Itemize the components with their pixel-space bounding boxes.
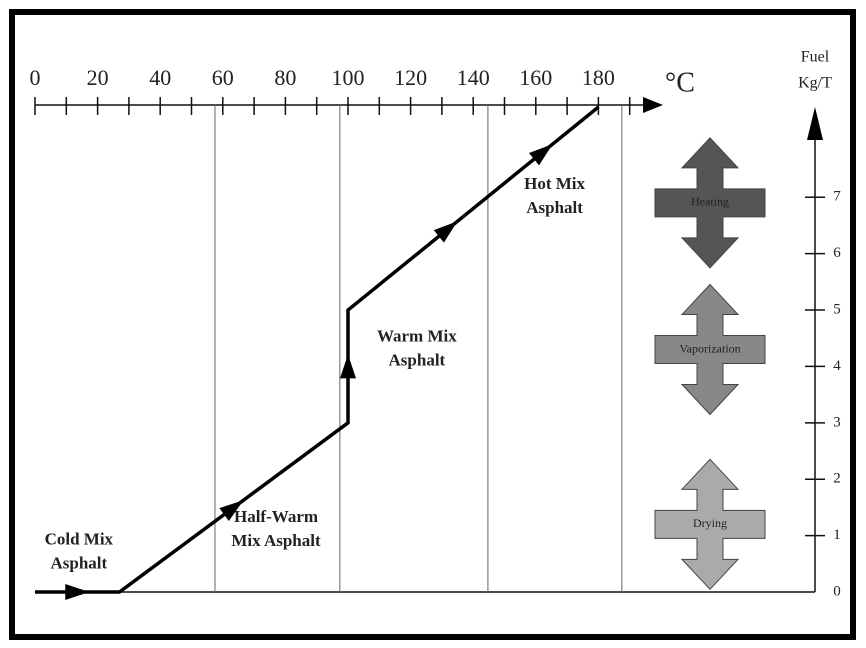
process-label: Heating bbox=[691, 195, 729, 209]
y-tick-label: 6 bbox=[833, 245, 841, 261]
y-tick-label: 0 bbox=[833, 583, 841, 599]
process-arrow bbox=[654, 137, 766, 269]
y-tick-label: 3 bbox=[833, 414, 841, 430]
region-label: Asphalt bbox=[526, 198, 583, 217]
y-tick-label: 4 bbox=[833, 358, 841, 374]
region-label: Hot Mix bbox=[524, 174, 585, 193]
direction-arrow bbox=[528, 144, 553, 166]
y-tick-label: 7 bbox=[833, 189, 841, 205]
y-tick-label: 1 bbox=[833, 527, 841, 543]
x-tick-label: 100 bbox=[332, 65, 365, 90]
y-axis-label: Fuel bbox=[801, 49, 830, 66]
x-axis-label: °C bbox=[665, 67, 695, 98]
process-arrow bbox=[654, 458, 766, 591]
frame bbox=[9, 9, 856, 640]
direction-arrow bbox=[340, 354, 356, 379]
x-tick-label: 160 bbox=[519, 65, 552, 90]
y-tick-label: 2 bbox=[833, 471, 841, 487]
direction-arrow bbox=[65, 584, 90, 600]
process-label: Vaporization bbox=[679, 341, 740, 355]
region-label: Cold Mix bbox=[45, 529, 114, 548]
x-tick-label: 20 bbox=[87, 65, 109, 90]
direction-arrow bbox=[433, 221, 458, 243]
region-label: Half-Warm bbox=[234, 507, 318, 526]
process-label: Drying bbox=[693, 516, 727, 530]
x-tick-label: 0 bbox=[30, 65, 41, 90]
y-axis-arrow bbox=[807, 107, 823, 140]
region-label: Asphalt bbox=[50, 553, 107, 572]
region-label: Mix Asphalt bbox=[231, 531, 321, 550]
x-tick-label: 60 bbox=[212, 65, 234, 90]
x-axis-arrow bbox=[643, 97, 663, 113]
x-tick-label: 180 bbox=[582, 65, 615, 90]
x-tick-label: 40 bbox=[149, 65, 171, 90]
x-tick-label: 80 bbox=[274, 65, 296, 90]
region-label: Asphalt bbox=[389, 350, 446, 369]
x-tick-label: 140 bbox=[457, 65, 490, 90]
x-tick-label: 120 bbox=[394, 65, 427, 90]
line bbox=[35, 105, 600, 594]
process-arrow bbox=[654, 283, 766, 416]
y-axis-label: Kg/T bbox=[798, 75, 832, 92]
region-label: Warm Mix bbox=[377, 326, 457, 345]
direction-arrow bbox=[219, 500, 244, 521]
y-tick-label: 5 bbox=[833, 301, 841, 317]
